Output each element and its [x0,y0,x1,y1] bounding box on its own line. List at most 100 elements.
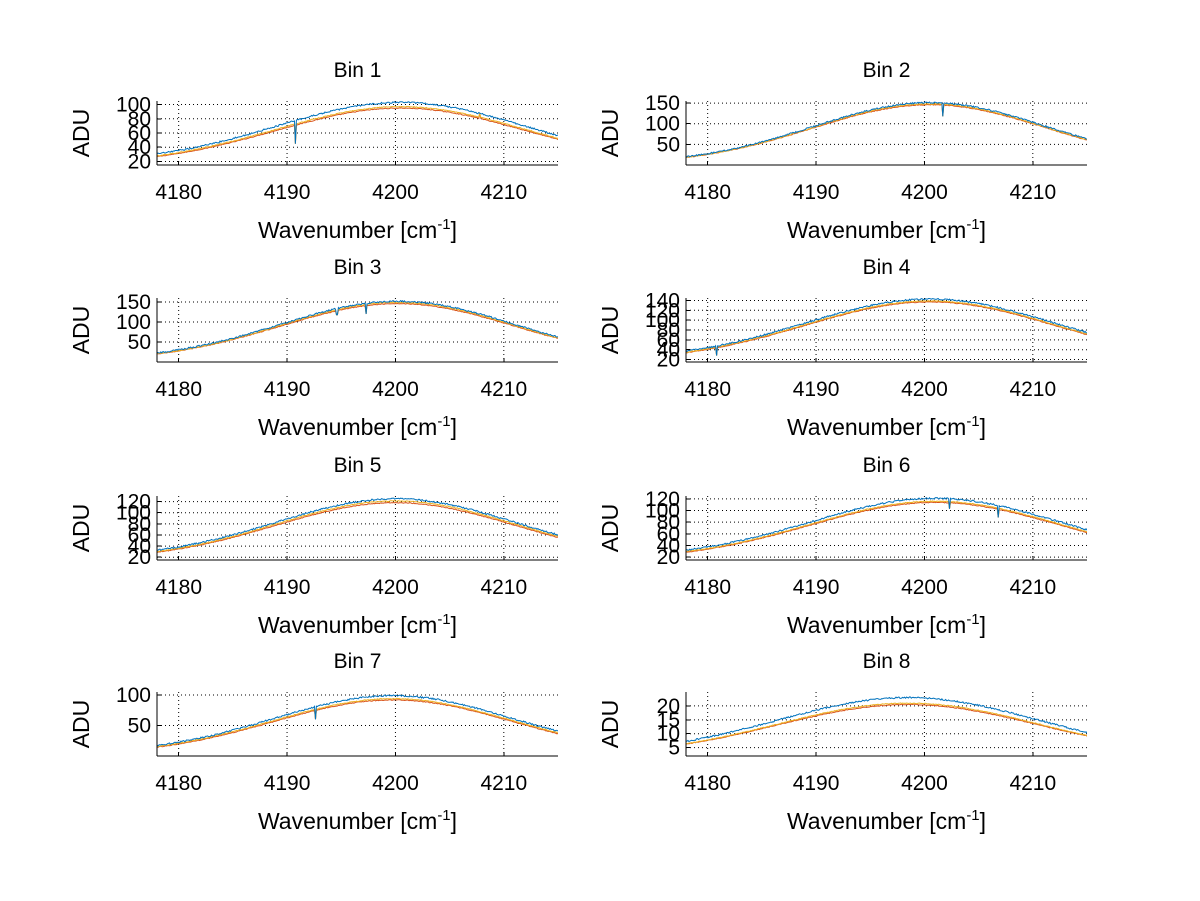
y-tick-label: 20 [128,546,151,569]
x-tick-label: 4180 [155,772,202,795]
subplot-title: Bin 8 [863,650,911,673]
y-tick-label: 100 [116,94,151,117]
series-line-1 [157,501,558,553]
series-line-2 [686,500,1087,552]
subplot-7: 4180 4190 4200 4210 50 100 Bin 7 Wavenumber [cm… [68,650,558,834]
x-axis-label-superscript: -1 [966,216,979,233]
y-tick-label: 5 [668,737,680,760]
x-axis-label: Wavenumber [cm-1] [787,807,986,834]
x-tick-label: 4190 [793,181,840,204]
x-axis-label-superscript: -1 [966,413,979,430]
x-tick-label: 4210 [480,576,527,599]
x-tick-label: 4200 [372,772,419,795]
x-axis-label-superscript: -1 [437,807,450,824]
x-tick-label: 4210 [1009,181,1056,204]
y-tick-label: 120 [645,299,680,322]
x-tick-label: 4190 [264,576,311,599]
y-tick-label: 40 [128,136,151,159]
y-tick-label: 50 [128,715,151,738]
x-axis-label-superscript: -1 [966,611,979,628]
y-tick-label: 120 [116,491,151,514]
y-axis-label: ADU [597,109,623,158]
y-tick-label: 20 [657,546,680,569]
series-line-1 [686,501,1087,553]
y-axis-label: ADU [597,504,623,553]
y-tick-label: 80 [128,108,151,131]
x-tick-label: 4190 [264,772,311,795]
series-line-3 [157,299,558,354]
y-axis-label: ADU [597,700,623,749]
x-tick-label: 4180 [155,181,202,204]
x-tick-label: 4180 [155,378,202,401]
y-tick-label: 150 [645,92,680,115]
series-line-1 [157,302,558,355]
y-axis-label: ADU [68,109,94,158]
series-line-1 [157,699,558,748]
y-tick-label: 20 [128,150,151,173]
subplot-title: Bin 6 [863,454,911,477]
x-axis-label-main: Wavenumber [cm [258,808,437,834]
series-line-3 [686,101,1087,158]
x-axis-label-main: Wavenumber [cm [258,612,437,638]
x-axis-label: Wavenumber [cm-1] [258,807,457,834]
y-tick-label: 80 [657,319,680,342]
series-line-3 [686,298,1087,356]
x-tick-label: 4210 [480,378,527,401]
x-axis-label-main: Wavenumber [cm [787,612,966,638]
y-tick-label: 10 [657,723,680,746]
subplot-title: Bin 4 [863,256,911,279]
x-axis-label: Wavenumber [cm-1] [787,413,986,440]
x-axis-label-end: ] [451,217,457,243]
x-tick-label: 4200 [901,772,948,795]
x-axis-label: Wavenumber [cm-1] [787,216,986,243]
x-tick-label: 4200 [372,181,419,204]
x-tick-label: 4200 [372,576,419,599]
x-tick-label: 4180 [155,576,202,599]
series-line-3 [686,496,1087,551]
x-tick-label: 4210 [1009,772,1056,795]
y-tick-label: 100 [116,502,151,525]
y-tick-label: 120 [645,488,680,511]
x-tick-label: 4190 [793,576,840,599]
y-tick-label: 40 [657,534,680,557]
y-tick-label: 20 [657,349,680,372]
series-line-2 [686,702,1087,745]
x-axis-label: Wavenumber [cm-1] [258,413,457,440]
x-tick-label: 4190 [793,378,840,401]
x-axis-label-main: Wavenumber [cm [787,808,966,834]
x-axis-label-end: ] [980,808,986,834]
y-tick-label: 80 [657,511,680,534]
y-tick-label: 60 [128,524,151,547]
y-tick-label: 100 [645,309,680,332]
series-line-1 [157,107,558,157]
y-tick-label: 50 [128,331,151,354]
subplot-title: Bin 7 [334,650,382,673]
subplot-title: Bin 2 [863,59,911,82]
y-tick-label: 50 [657,133,680,156]
series-line-3 [157,497,558,551]
y-tick-label: 15 [657,709,680,732]
y-tick-label: 60 [128,122,151,145]
x-tick-label: 4190 [793,772,840,795]
y-tick-label: 100 [116,311,151,334]
y-tick-label: 80 [128,513,151,536]
x-axis-label: Wavenumber [cm-1] [258,216,457,243]
x-tick-label: 4180 [684,772,731,795]
series-line-2 [157,500,558,553]
x-tick-label: 4180 [684,378,731,401]
x-tick-label: 4190 [264,181,311,204]
x-tick-label: 4180 [684,576,731,599]
x-tick-label: 4210 [480,772,527,795]
y-axis-label: ADU [68,504,94,553]
subplot-title: Bin 5 [334,454,382,477]
x-axis-label-end: ] [980,414,986,440]
series-line-1 [686,301,1087,356]
subplot-title: Bin 3 [334,256,382,279]
